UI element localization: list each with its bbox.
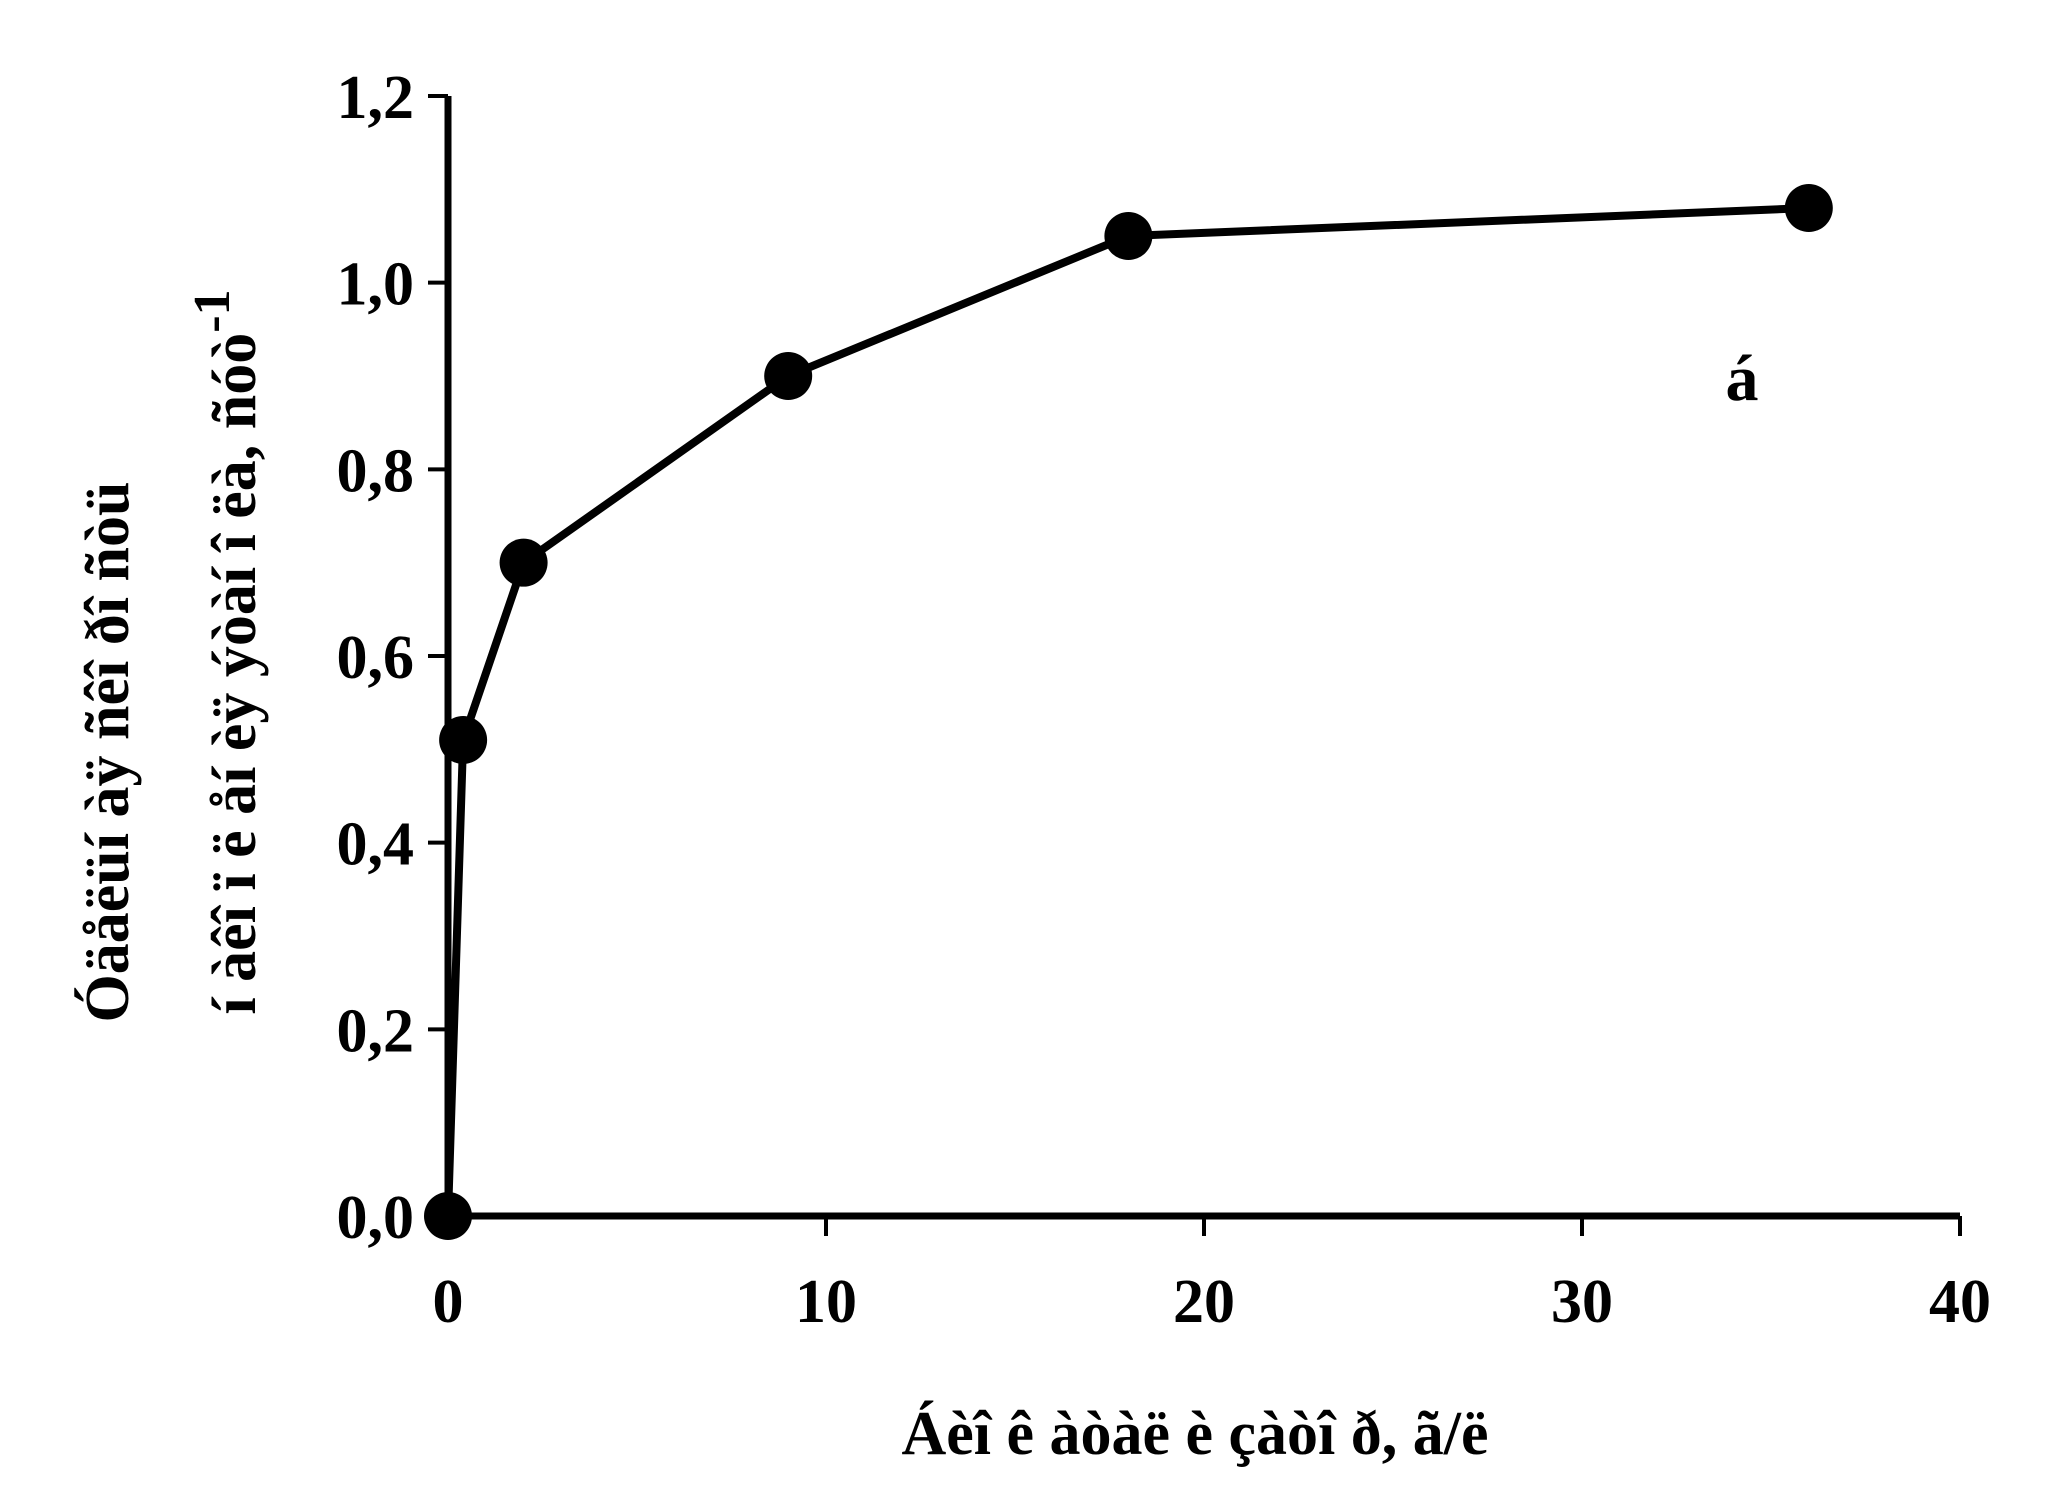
y-tick-label: 1,2 [337,64,415,132]
x-tick-label: 30 [1551,1268,1613,1336]
data-point [1784,184,1833,232]
series [424,184,1833,1240]
data-point [764,352,813,400]
y-tick-label: 0,4 [337,811,415,879]
x-tick-label: 20 [1173,1268,1235,1336]
y-axis-title-line2: í àêî ï ë åí èÿ ýòàí î ëà, ñóò-1 [184,289,269,1014]
data-point [439,716,488,764]
axes [444,96,1960,1220]
x-axis-title: Áèî ê àòàë è çàòî ð, ã/ë [901,1400,1488,1468]
x-tick-label: 0 [433,1268,464,1336]
x-tick-label: 40 [1929,1268,1991,1336]
series-line [444,204,1809,1217]
ticks: 0 10 20 30 40 0,0 0,2 0,4 0,6 0,8 1,0 1,2 [337,64,1992,1336]
y-tick-label: 1,0 [337,251,415,319]
data-point [499,538,548,587]
y-axis-title-line1: Óäåëüí àÿ ñêî ðî ñòü [74,482,142,1023]
y-tick-label: 0,6 [337,624,415,692]
data-point [1104,212,1153,260]
y-tick-label: 0,2 [337,997,415,1065]
data-point [424,1192,472,1240]
x-tick-label: 10 [795,1268,857,1336]
y-axis-title-line2-text: í àêî ï ë åí èÿ ýòàí î ëà, ñóò [201,333,269,1015]
y-tick-label: 0,0 [337,1184,415,1252]
y-axis-title-superscript: -1 [184,289,241,332]
y-tick-label: 0,8 [337,437,415,505]
panel-annotation: á [1726,342,1759,415]
